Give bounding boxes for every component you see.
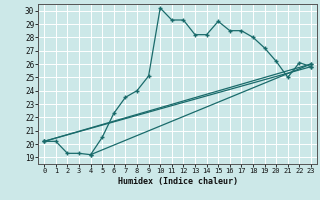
X-axis label: Humidex (Indice chaleur): Humidex (Indice chaleur) bbox=[118, 177, 238, 186]
